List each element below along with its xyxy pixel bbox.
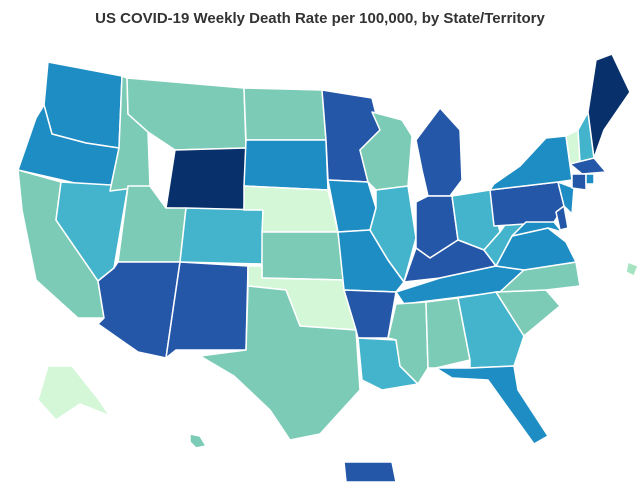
- state-florida[interactable]: [435, 365, 549, 445]
- state-new-york[interactable]: [489, 135, 573, 191]
- state-alabama[interactable]: [425, 297, 471, 369]
- state-wyoming[interactable]: [165, 147, 247, 211]
- state-massachusetts[interactable]: [569, 157, 607, 175]
- state-texas[interactable]: [199, 285, 361, 441]
- territory-virgin-islands[interactable]: [625, 261, 639, 277]
- map-title: US COVID-19 Weekly Death Rate per 100,00…: [95, 10, 545, 27]
- state-new-jersey[interactable]: [557, 181, 575, 215]
- state-connecticut[interactable]: [571, 173, 587, 191]
- state-kansas[interactable]: [261, 231, 345, 281]
- state-rhode-island[interactable]: [585, 173, 595, 185]
- state-hawaii[interactable]: [189, 433, 207, 449]
- state-new-mexico[interactable]: [165, 261, 249, 359]
- state-arkansas[interactable]: [343, 289, 397, 339]
- state-colorado[interactable]: [179, 207, 264, 265]
- state-maine[interactable]: [587, 53, 631, 159]
- state-north-dakota[interactable]: [243, 87, 327, 141]
- state-delaware[interactable]: [555, 205, 569, 231]
- territory-puerto-rico[interactable]: [343, 461, 397, 483]
- state-south-dakota[interactable]: [243, 139, 329, 191]
- state-maryland[interactable]: [511, 221, 563, 237]
- state-alaska[interactable]: [37, 365, 111, 421]
- state-illinois[interactable]: [369, 185, 417, 283]
- state-michigan[interactable]: [415, 107, 463, 197]
